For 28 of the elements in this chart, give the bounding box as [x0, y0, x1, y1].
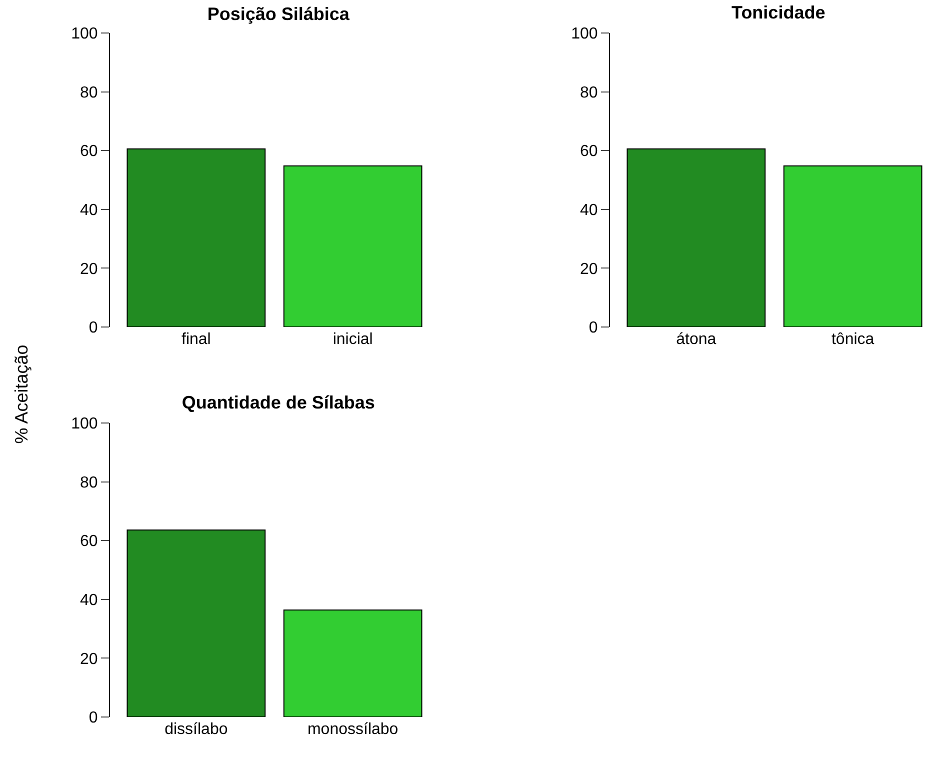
y-tick-label: 100: [71, 416, 98, 433]
y-tick-label: 100: [71, 26, 98, 43]
x-tick-label: dissílabo: [164, 721, 228, 738]
chart-title: Posição Silábica: [207, 4, 350, 24]
y-tick-label: 20: [80, 650, 98, 668]
x-tick-label: átona: [676, 331, 716, 348]
x-tick-label: tônica: [831, 331, 874, 348]
y-tick-label: 20: [580, 260, 598, 278]
y-tick-label: 60: [580, 143, 598, 160]
y-tick-label: 80: [580, 84, 598, 102]
y-tick-label: 80: [80, 84, 98, 102]
y-axis-title: % Aceitação: [12, 344, 32, 444]
x-tick-label: final: [181, 331, 211, 348]
y-tick-label: 60: [80, 143, 98, 160]
y-tick-label: 0: [88, 710, 98, 727]
chart-title: Quantidade de Sílabas: [182, 392, 375, 412]
y-tick-label: 0: [88, 320, 98, 337]
y-tick-label: 100: [571, 26, 598, 43]
y-tick-label: 40: [580, 202, 598, 219]
y-tick-label: 20: [80, 260, 98, 278]
y-tick-label: 40: [80, 592, 98, 609]
y-tick-label: 60: [80, 533, 98, 550]
y-tick-label: 80: [80, 474, 98, 492]
y-tick-label: 40: [80, 202, 98, 219]
chart-title: Tonicidade: [732, 2, 826, 22]
y-tick-label: 0: [588, 320, 598, 337]
x-tick-label: monossílabo: [307, 721, 398, 738]
x-tick-label: inicial: [332, 331, 373, 348]
